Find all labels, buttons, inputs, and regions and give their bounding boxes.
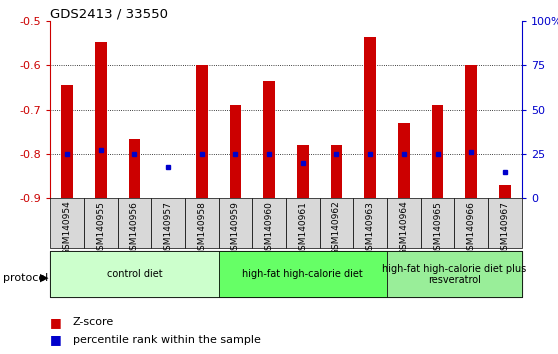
Text: protocol: protocol (3, 273, 48, 283)
Bar (286, 198, 320, 248)
Bar (320, 198, 353, 248)
Bar (151, 198, 185, 248)
Bar (499, 185, 511, 198)
Bar (185, 198, 219, 248)
Bar (219, 198, 252, 248)
Text: GSM140959: GSM140959 (231, 201, 240, 256)
Text: GSM140963: GSM140963 (365, 201, 374, 256)
Bar (364, 37, 376, 198)
Text: GSM140960: GSM140960 (264, 201, 273, 256)
Text: high-fat high-calorie diet plus
resveratrol: high-fat high-calorie diet plus resverat… (382, 263, 527, 285)
Bar (128, 138, 140, 198)
Bar (61, 85, 73, 198)
Text: Z-score: Z-score (73, 317, 114, 327)
Bar (196, 65, 208, 198)
Text: GDS2413 / 33550: GDS2413 / 33550 (50, 7, 168, 20)
Text: GSM140956: GSM140956 (130, 201, 139, 256)
Text: GSM140966: GSM140966 (466, 201, 476, 256)
Bar (50, 251, 219, 297)
Text: GSM140954: GSM140954 (62, 201, 71, 256)
Text: GSM140957: GSM140957 (163, 201, 172, 256)
Bar (229, 105, 242, 198)
Bar (387, 198, 421, 248)
Bar (297, 145, 309, 198)
Text: GSM140961: GSM140961 (299, 201, 307, 256)
Text: GSM140962: GSM140962 (332, 201, 341, 256)
Bar (465, 65, 477, 198)
Bar (263, 81, 275, 198)
Text: GSM140965: GSM140965 (433, 201, 442, 256)
Bar (387, 251, 522, 297)
Text: percentile rank within the sample: percentile rank within the sample (73, 335, 261, 345)
Bar (398, 123, 410, 198)
Bar (118, 198, 151, 248)
Text: high-fat high-calorie diet: high-fat high-calorie diet (242, 269, 363, 279)
Bar (330, 145, 343, 198)
Bar (219, 251, 387, 297)
Bar (353, 198, 387, 248)
Bar (432, 105, 444, 198)
Text: ▶: ▶ (40, 273, 49, 283)
Text: ■: ■ (50, 316, 62, 329)
Bar (252, 198, 286, 248)
Bar (162, 198, 174, 200)
Text: ■: ■ (50, 333, 62, 346)
Text: GSM140958: GSM140958 (198, 201, 206, 256)
Bar (454, 198, 488, 248)
Text: GSM140964: GSM140964 (400, 201, 408, 256)
Text: GSM140955: GSM140955 (96, 201, 105, 256)
Bar (488, 198, 522, 248)
Bar (50, 198, 84, 248)
Bar (421, 198, 454, 248)
Text: GSM140967: GSM140967 (501, 201, 509, 256)
Bar (95, 42, 107, 198)
Text: control diet: control diet (107, 269, 162, 279)
Bar (84, 198, 118, 248)
